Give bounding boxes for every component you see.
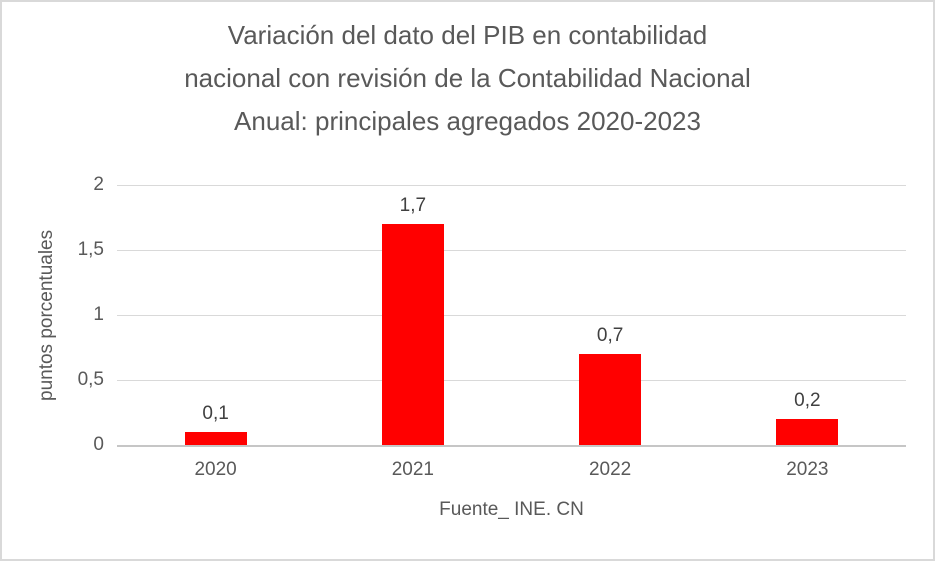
chart-title: Variación del dato del PIB en contabilid…: [2, 14, 933, 143]
y-axis-ticks: 2 1,5 1 0,5 0: [42, 174, 104, 455]
chart-title-line-3: Anual: principales agregados 2020-2023: [234, 106, 701, 136]
y-tick-label: 1,5: [77, 239, 104, 260]
gridline: [117, 315, 906, 316]
x-tick-label: 2022: [588, 459, 632, 480]
source-caption: Fuente_ INE. CN: [439, 499, 584, 520]
x-tick-label: 2021: [391, 459, 435, 480]
bar-slot: 0,2: [709, 185, 906, 445]
x-axis-line: [117, 445, 906, 447]
gridline: [117, 185, 906, 186]
bar-2021: [381, 224, 444, 445]
bar-2022: [579, 354, 642, 445]
chart-title-line-2: nacional con revisión de la Contabilidad…: [184, 63, 751, 93]
y-tick-label: 0: [93, 434, 104, 455]
y-tick-label: 1: [93, 304, 104, 325]
x-tick-label: 2023: [786, 459, 829, 480]
y-tick-label: 2: [93, 174, 104, 195]
chart-title-line-1: Variación del dato del PIB en contabilid…: [227, 20, 708, 50]
gridline: [117, 380, 906, 381]
bar-value-label: 0,7: [596, 325, 624, 346]
bar-slot: 1,7: [314, 185, 511, 445]
bar-value-label: 0,2: [794, 390, 821, 411]
gridline: [117, 250, 906, 251]
bars: 0,1 1,7 0,7 0,2: [117, 185, 906, 445]
plot-area: 0,1 1,7 0,7 0,2: [117, 185, 906, 447]
bar-slot: 0,7: [512, 185, 709, 445]
bar-value-label: 1,7: [399, 195, 427, 216]
bar-2023: [776, 419, 839, 445]
x-axis-ticks: 2020 2021 2022 2023: [117, 459, 906, 481]
y-tick-label: 0,5: [77, 369, 104, 390]
bar-slot: 0,1: [117, 185, 314, 445]
x-tick-label: 2020: [194, 459, 237, 480]
bar-value-label: 0,1: [202, 403, 229, 424]
bar-2020: [184, 432, 247, 445]
